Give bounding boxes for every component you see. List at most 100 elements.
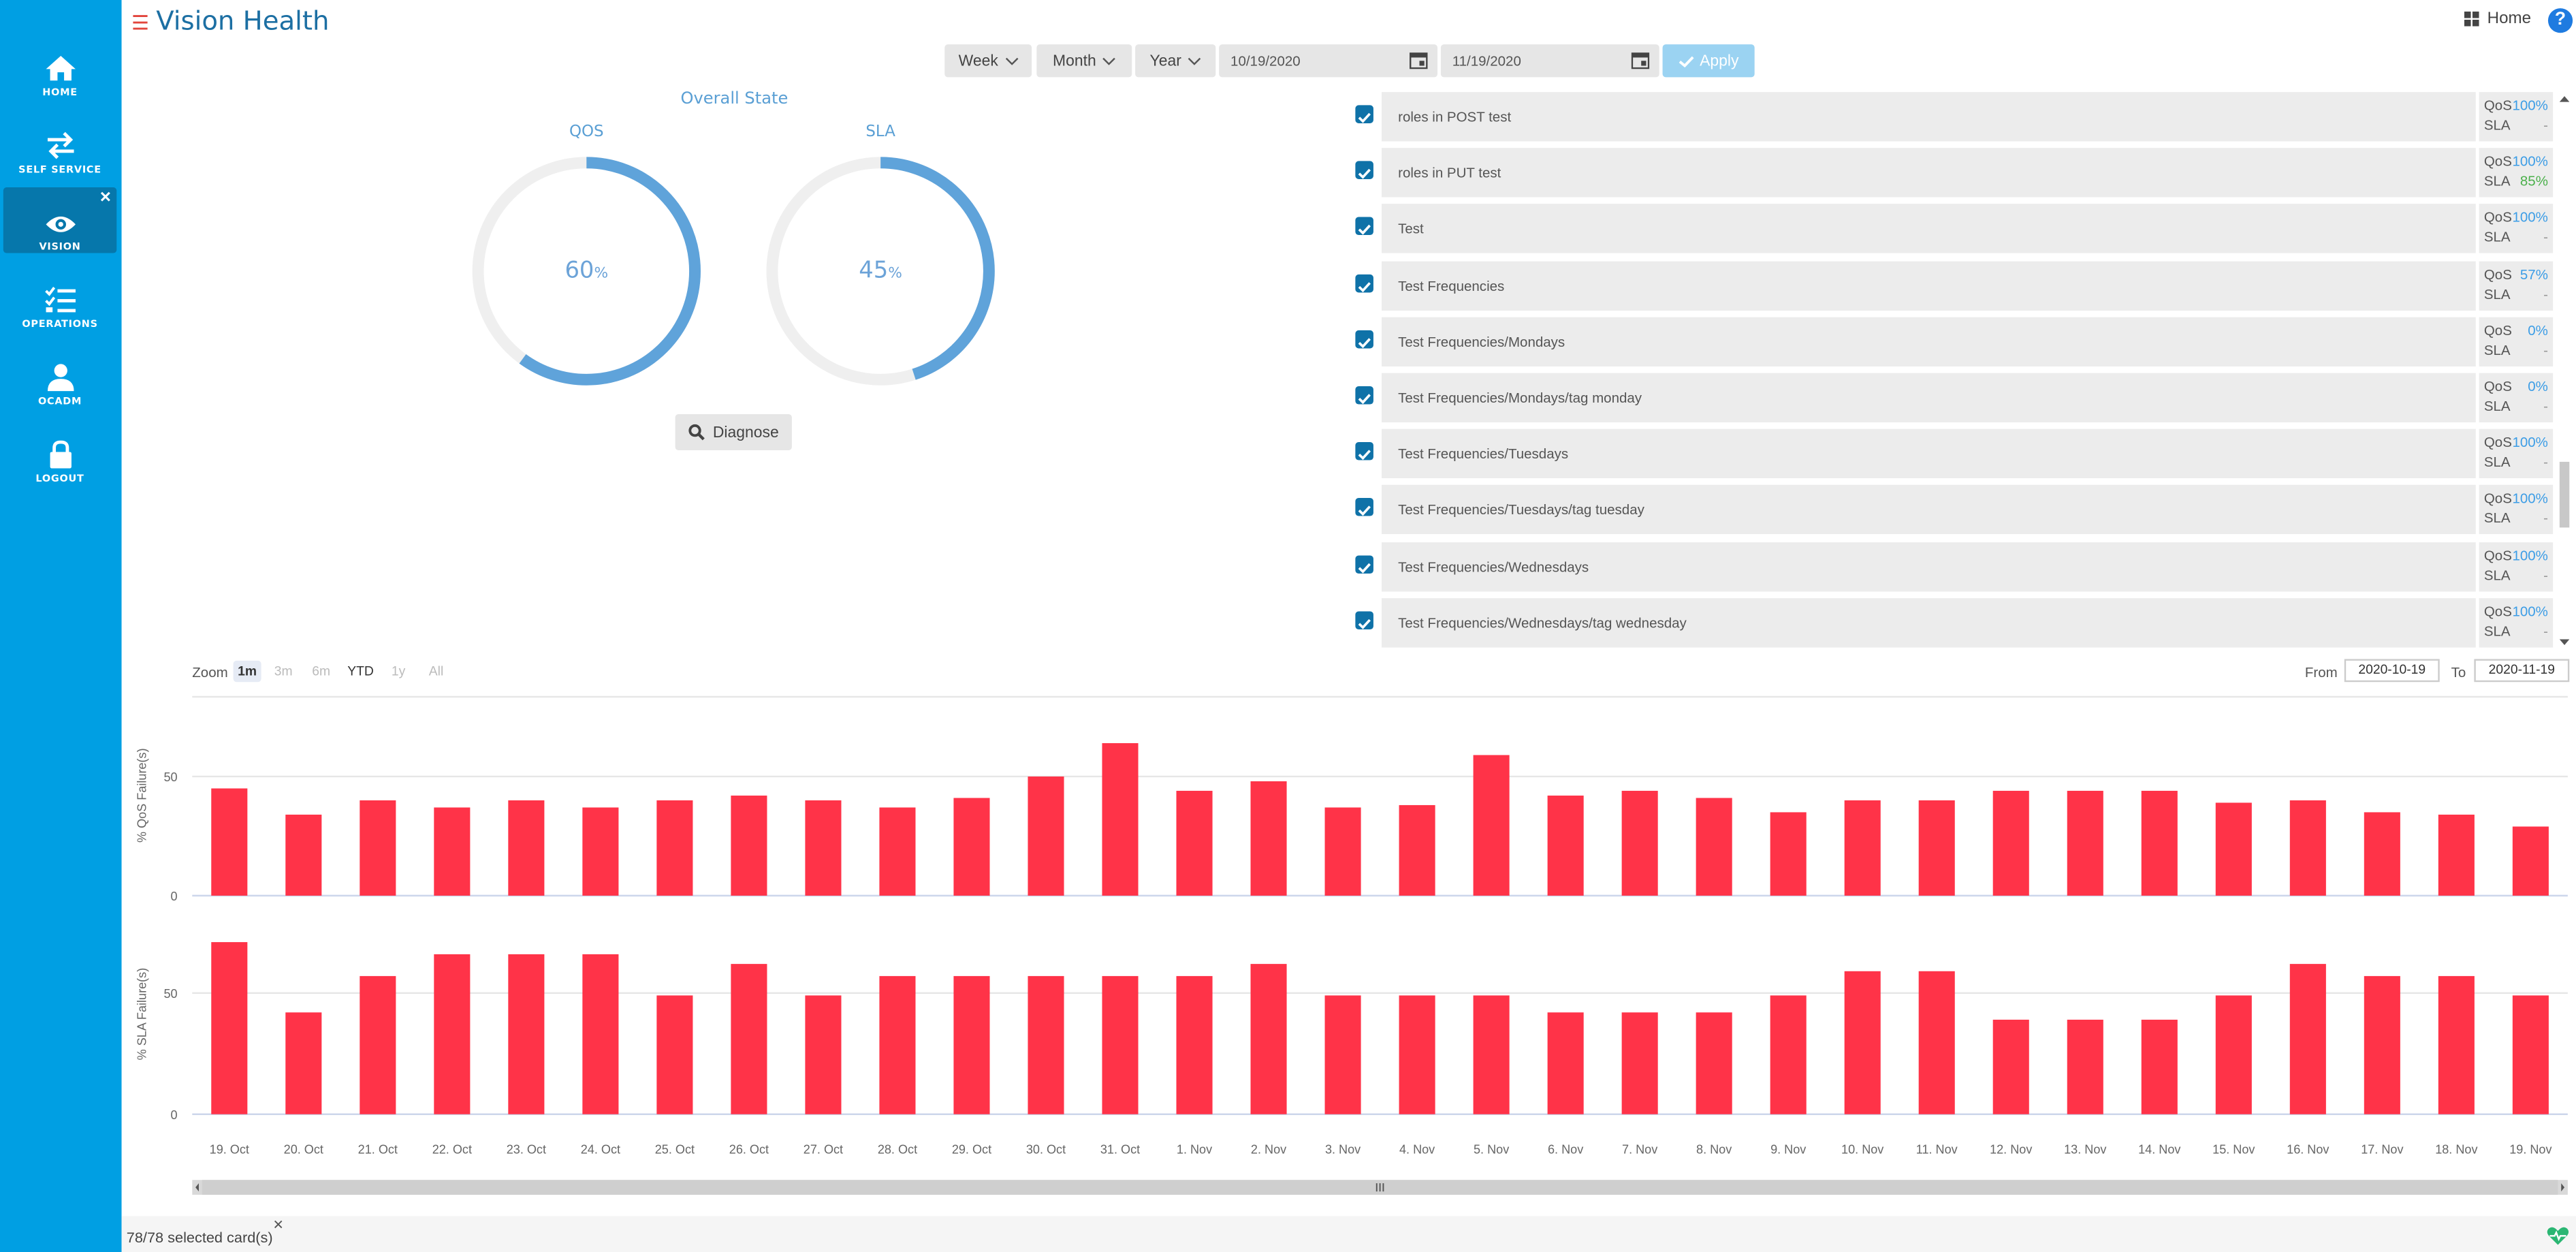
bar [434, 954, 471, 1114]
zoom-ytd-button[interactable]: YTD [347, 663, 374, 679]
card-row[interactable]: Test Frequencies QoS 57% SLA - [1344, 259, 2560, 311]
bar [211, 942, 248, 1114]
calendar-icon[interactable] [1631, 51, 1650, 69]
card-name-box[interactable] [1381, 317, 2476, 366]
card-list: roles in POST test QoS 100% SLA - roles in PU… [1344, 91, 2571, 653]
card-checkbox[interactable] [1355, 217, 1373, 236]
navigator-right-icon[interactable] [2561, 1183, 2565, 1192]
home-link-label: Home [2487, 10, 2532, 29]
sla-label: SLA [2483, 229, 2511, 246]
bar [1696, 798, 1732, 896]
scroll-thumb[interactable] [2559, 461, 2570, 528]
home-link[interactable]: Home [2464, 10, 2531, 28]
card-row[interactable]: Test Frequencies/Wednesdays/tag wednesda… [1344, 596, 2560, 648]
year-dropdown[interactable]: Year [1135, 44, 1216, 78]
card-checkbox[interactable] [1355, 273, 1373, 292]
zoom-all-button[interactable]: All [428, 663, 444, 679]
card-name-box[interactable] [1381, 485, 2476, 535]
card-checkbox[interactable] [1355, 610, 1373, 629]
sla-label: SLA [2483, 116, 2511, 134]
menu-toggle-icon[interactable]: ☰ [131, 11, 149, 35]
card-checkbox[interactable] [1355, 386, 1373, 405]
month-dropdown[interactable]: Month [1036, 44, 1132, 78]
qos-gauge [472, 157, 701, 386]
apply-button[interactable]: Apply [1662, 44, 1755, 78]
x-tick-label: 24. Oct [581, 1143, 620, 1157]
navigator-thumb[interactable] [202, 1180, 2558, 1195]
nav-home-label: HOME [42, 87, 78, 99]
y-tick-label: 0 [170, 1108, 177, 1122]
help-icon[interactable]: ? [2547, 8, 2573, 33]
x-tick-label: 13. Nov [2064, 1143, 2106, 1157]
qos-label: QoS [2483, 377, 2512, 395]
card-row[interactable]: roles in POST test QoS 100% SLA - [1344, 91, 2560, 142]
navigator-left-icon[interactable] [195, 1183, 199, 1192]
nav-operations[interactable]: OPERATIONS [3, 264, 116, 330]
zoom-3m-button[interactable]: 3m [274, 663, 293, 679]
card-row[interactable]: Test Frequencies/Mondays/tag monday QoS 0%… [1344, 371, 2560, 423]
card-row[interactable]: roles in PUT test QoS 100% SLA 85% [1344, 146, 2560, 198]
lock-icon [49, 440, 71, 469]
sla-gauge [766, 157, 995, 386]
sla-value: - [2543, 116, 2548, 134]
nav-logout[interactable]: LOGOUT [3, 419, 116, 485]
zoom-6m-button[interactable]: 6m [312, 663, 331, 679]
navigator-scrollbar[interactable] [192, 1180, 2568, 1195]
card-row[interactable]: Test Frequencies/Wednesdays QoS 100% SLA - [1344, 540, 2560, 591]
close-icon[interactable]: ✕ [99, 189, 112, 206]
card-checkbox[interactable] [1355, 498, 1373, 517]
start-date-input[interactable]: 10/19/2020 [1219, 44, 1438, 78]
card-list-scrollbar[interactable] [2556, 91, 2573, 653]
range-to-input[interactable]: 2020-11-19 [2474, 659, 2570, 683]
card-checkbox[interactable] [1355, 554, 1373, 574]
end-date-input[interactable]: 11/19/2020 [1440, 44, 1659, 78]
card-name: roles in PUT test [1398, 164, 1501, 181]
card-row[interactable]: Test Frequencies/Tuesdays/tag tuesday QoS… [1344, 484, 2560, 535]
nav-ocadm[interactable]: OCADM [3, 342, 116, 407]
zoom-1m-button[interactable]: 1m [233, 660, 261, 683]
diagnose-label: Diagnose [712, 423, 779, 441]
check-icon [1358, 450, 1371, 460]
card-row[interactable]: Test Frequencies/Tuesdays QoS 100% SLA - [1344, 428, 2560, 479]
zoom-1y-button[interactable]: 1y [391, 663, 406, 679]
x-tick-label: 19. Nov [2509, 1143, 2551, 1157]
card-name-box[interactable] [1381, 597, 2476, 648]
nav-self-service[interactable]: SELF SERVICE [3, 110, 116, 176]
x-tick-label: 25. Oct [655, 1143, 695, 1157]
card-name-box[interactable] [1381, 204, 2476, 254]
card-name: Test Frequencies/Mondays [1398, 333, 1565, 350]
card-row[interactable]: Test QoS 100% SLA - [1344, 203, 2560, 254]
card-checkbox[interactable] [1355, 442, 1373, 460]
card-name-box[interactable] [1381, 92, 2476, 142]
card-checkbox[interactable] [1355, 161, 1373, 180]
card-name-box[interactable] [1381, 260, 2476, 311]
card-checkbox[interactable] [1355, 330, 1373, 348]
check-icon [1358, 337, 1371, 348]
navigator-grip-icon[interactable] [1376, 1183, 1384, 1192]
calendar-icon[interactable] [1410, 51, 1428, 69]
qos-label: QoS [2483, 322, 2512, 339]
sla-value: - [2543, 341, 2548, 358]
sla-label: SLA [2483, 454, 2511, 471]
x-tick-label: 20. Oct [284, 1143, 323, 1157]
card-name-box[interactable] [1381, 429, 2476, 479]
range-from-input[interactable]: 2020-10-19 [2344, 659, 2440, 683]
card-name-box[interactable] [1381, 542, 2476, 591]
scroll-down-icon[interactable] [2556, 636, 2573, 649]
card-row[interactable]: Test Frequencies/Mondays QoS 0% SLA - [1344, 315, 2560, 366]
heartbeat-icon [2547, 1227, 2569, 1245]
clear-selection-close-icon[interactable]: ✕ [272, 1217, 284, 1233]
nav-vision[interactable]: ✕ VISION [3, 187, 117, 253]
card-name-box[interactable] [1381, 373, 2476, 423]
check-icon [1358, 619, 1371, 629]
card-name-box[interactable] [1381, 148, 2476, 198]
nav-home[interactable]: HOME [3, 33, 116, 99]
diagnose-button[interactable]: Diagnose [675, 413, 792, 451]
qos-label: QoS [2483, 265, 2512, 282]
card-name: Test Frequencies/Tuesdays [1398, 445, 1569, 463]
sla-value: - [2543, 566, 2548, 583]
selected-card-count: 78/78 selected card(s) [126, 1229, 273, 1246]
week-dropdown[interactable]: Week [944, 44, 1032, 78]
scroll-up-icon[interactable] [2556, 92, 2573, 105]
card-checkbox[interactable] [1355, 105, 1373, 123]
